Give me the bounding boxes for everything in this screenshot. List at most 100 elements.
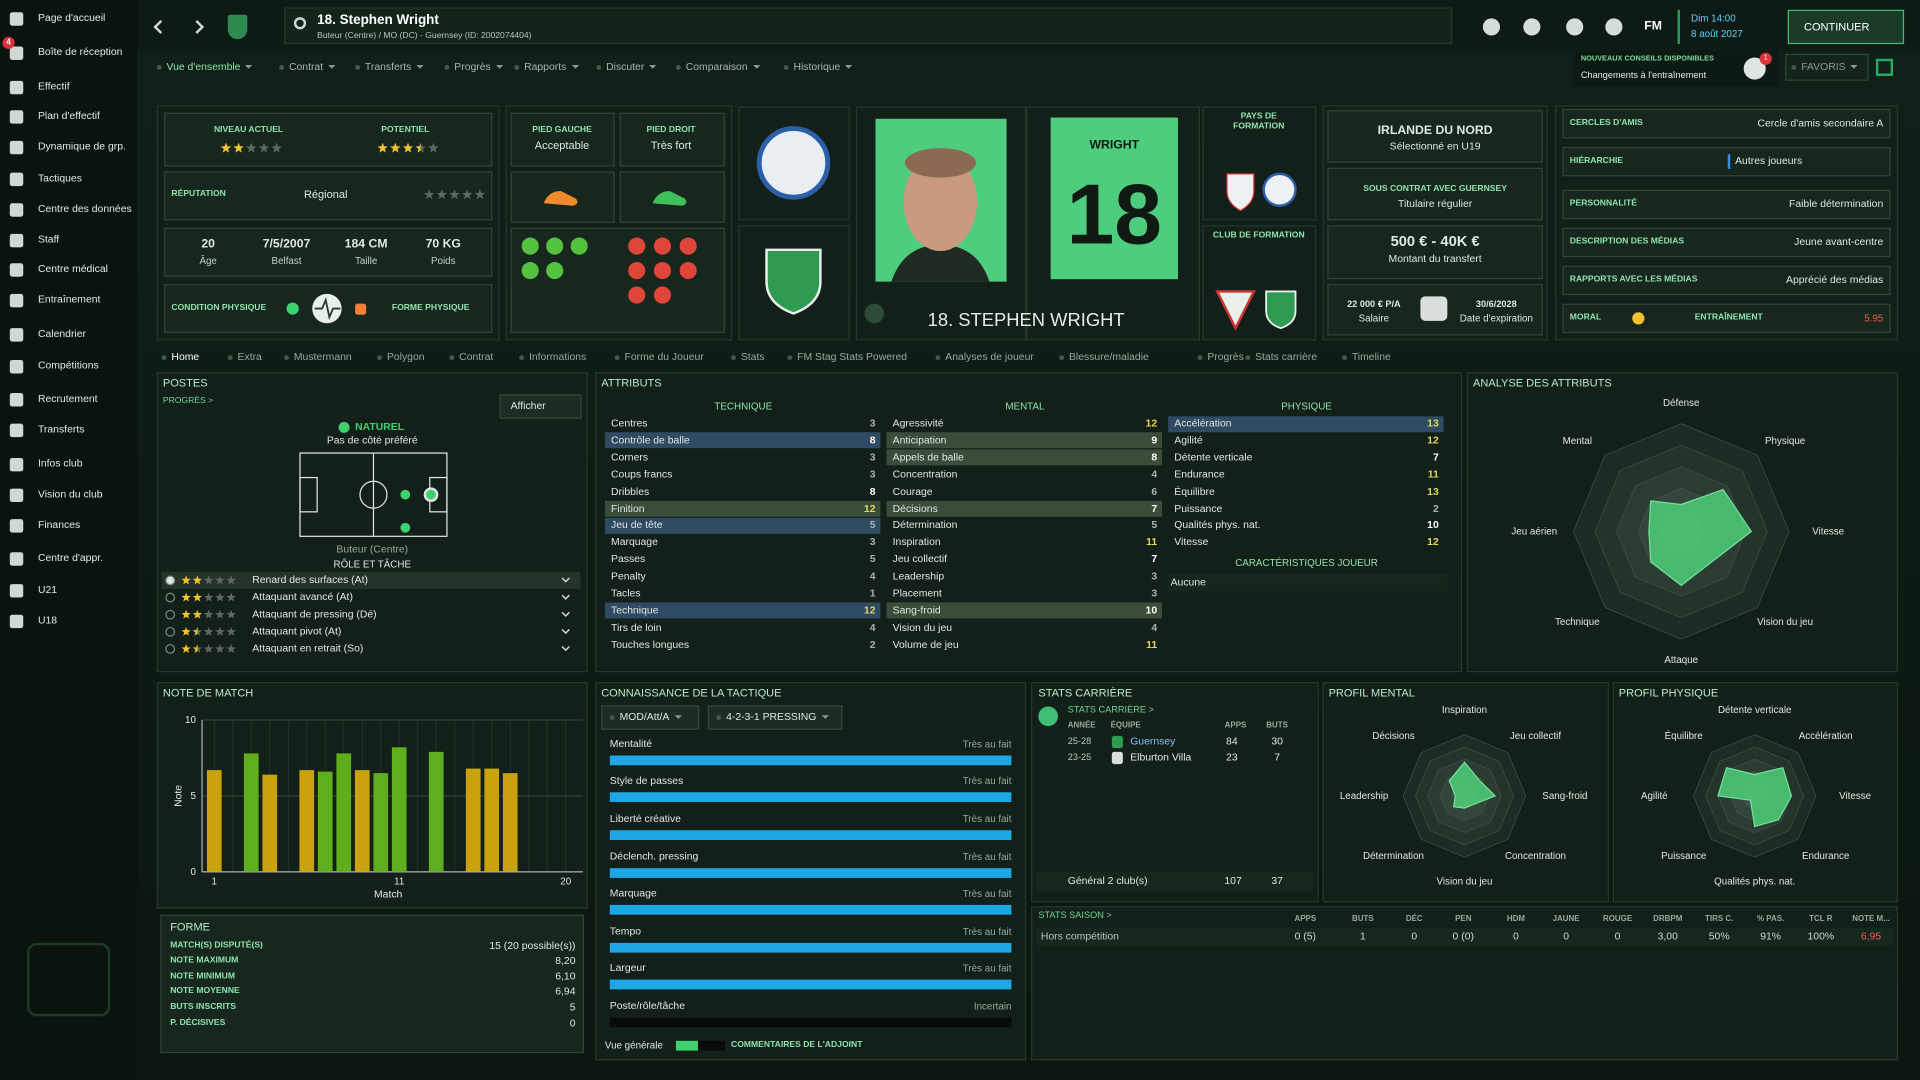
sidebar-item[interactable]: Page d'accueil (37, 11, 106, 24)
toolbar-icon[interactable] (1605, 18, 1623, 36)
tab[interactable]: Stats carrière (1245, 351, 1317, 364)
attribute-value: 10 (1427, 518, 1439, 531)
sidebar-item[interactable]: U18 (37, 613, 58, 626)
attribute-name: Technique (611, 603, 659, 616)
field-label: NIVEAU ACTUEL (213, 126, 284, 135)
field-label: Salaire (1358, 312, 1390, 324)
nav-menu-item[interactable]: Rapports (514, 60, 578, 73)
attribute-value: 8 (869, 484, 876, 497)
radar-shape (1717, 767, 1793, 828)
role-select-label[interactable]: MOD/Att/A (610, 711, 682, 724)
sidebar-item[interactable]: Compétitions (37, 358, 99, 372)
nav-menu-item[interactable]: Vue d'ensemble (157, 60, 253, 73)
show-button-label[interactable]: Afficher (510, 399, 546, 412)
tab[interactable]: Forme du Joueur (615, 351, 703, 364)
sidebar-item[interactable]: Calendrier (37, 327, 86, 340)
formation-select-label[interactable]: 4-2-3-1 PRESSING (716, 711, 828, 724)
column-header: NOTE M... (1852, 915, 1890, 924)
expiry-date: 30/6/2028 (1475, 298, 1517, 310)
toolbar-icon[interactable] (1482, 18, 1500, 36)
tab[interactable]: Extra (228, 351, 262, 364)
star (192, 592, 203, 602)
role-name[interactable]: Attaquant avancé (At) (252, 590, 353, 603)
continue-button[interactable] (1787, 9, 1905, 45)
search-icon (293, 17, 307, 30)
nav-menu-item[interactable]: Discuter (596, 60, 656, 73)
tab[interactable]: Polygon (377, 351, 425, 364)
tab[interactable]: Home (162, 351, 199, 364)
continue-label[interactable]: CONTINUER (1803, 20, 1870, 33)
sidebar-item[interactable]: Recrutement (37, 391, 98, 405)
sidebar-item[interactable]: Boîte de réception (37, 45, 123, 58)
career-link[interactable]: STATS CARRIÈRE > (1067, 703, 1154, 715)
attribute-name: Tirs de loin (611, 620, 662, 633)
role-name[interactable]: Attaquant en retrait (So) (252, 641, 364, 655)
favorites-label[interactable]: FAVORIS (1791, 60, 1857, 73)
tab[interactable]: Informations (519, 351, 586, 364)
role-name[interactable]: Attaquant de pressing (Dé) (252, 607, 377, 620)
tactic-item: Style de passes (609, 774, 684, 787)
role-name[interactable]: Renard des surfaces (At) (252, 573, 368, 586)
nav-menu-item[interactable]: Comparaison (676, 60, 760, 73)
sidebar-item[interactable]: Effectif (37, 79, 70, 92)
nav-menu-item[interactable]: Transferts (355, 60, 424, 73)
toolbar-icon[interactable] (1523, 18, 1541, 36)
tactic-item: Tempo (609, 924, 642, 937)
column-header: ANNÉE (1067, 721, 1096, 731)
role-radio (165, 644, 176, 654)
bar (465, 768, 481, 872)
tab[interactable]: Blessure/maladie (1059, 351, 1149, 364)
sidebar-item[interactable]: U21 (37, 583, 58, 596)
tab[interactable]: Progrès (1198, 351, 1243, 364)
sidebar-item[interactable]: Vision du club (37, 487, 103, 500)
progress-link[interactable]: PROGRÈS > (162, 396, 214, 406)
sidebar-item[interactable]: Finances (37, 518, 81, 531)
tab[interactable]: Mustermann (284, 351, 352, 364)
sidebar-item[interactable]: Infos club (37, 456, 83, 470)
tab[interactable]: FM Stag Stats Powered (787, 351, 907, 364)
tab[interactable]: Contrat (449, 351, 493, 364)
field-label: HIÉRARCHIE (1569, 156, 1624, 166)
sidebar-item[interactable]: Dynamique de grp. (37, 139, 126, 152)
tactic-bar (609, 792, 1012, 803)
attribute-name: Détermination (892, 518, 958, 531)
nav-menu-item[interactable]: Progrès (444, 60, 502, 73)
search-field[interactable] (284, 7, 1453, 45)
assistant-comments[interactable]: COMMENTAIRES DE L'ADJOINT (731, 1040, 863, 1050)
sidebar-item[interactable]: Transferts (37, 422, 85, 435)
tab[interactable]: Stats (731, 351, 765, 364)
field-label: SOUS CONTRAT AVEC GUERNSEY (1363, 184, 1507, 194)
sidebar-item[interactable]: Centre des données (37, 202, 132, 215)
x-tick-label: 1 (211, 876, 218, 888)
tab[interactable]: Timeline (1342, 351, 1391, 364)
nation-flag (1262, 172, 1297, 207)
fm-logo[interactable]: FM (1644, 19, 1662, 34)
sidebar-item[interactable]: Plan d'effectif (37, 109, 100, 122)
reputation-value: Régional (303, 188, 348, 201)
role-name[interactable]: Attaquant pivot (At) (252, 624, 342, 637)
attribute-highlight (886, 449, 1163, 466)
team-name[interactable]: Guernsey (1130, 734, 1176, 748)
toolbar-icon[interactable] (1566, 18, 1584, 36)
nav-menu-item[interactable]: Historique (784, 60, 853, 73)
sidebar-item[interactable]: Centre médical (37, 262, 108, 275)
show-button[interactable] (499, 394, 582, 419)
sidebar-item[interactable]: Tactiques (37, 171, 82, 184)
bar (502, 773, 518, 872)
season-value: 50% (1708, 929, 1730, 942)
attribute-name: Passes (611, 552, 646, 565)
season-link[interactable]: STATS SAISON > (1038, 909, 1112, 921)
sidebar-item[interactable]: Centre d'appr. (37, 551, 104, 564)
morale-icon (1632, 312, 1645, 325)
attribute-value: 6 (1151, 484, 1158, 497)
sidebar-item[interactable]: Entraînement (37, 292, 101, 306)
tactic-level: Très au fait (962, 888, 1012, 900)
tab[interactable]: Analyses de joueur (936, 351, 1034, 364)
display-icon[interactable] (1875, 58, 1894, 76)
nav-menu-item[interactable]: Contrat (279, 60, 335, 73)
sidebar-icon (9, 203, 24, 217)
sidebar-item[interactable]: Staff (37, 232, 60, 246)
tactic-level: Très au fait (962, 738, 1012, 750)
form-label: P. DÉCISIVES (170, 1018, 226, 1028)
news-badge-count: 1 (1763, 54, 1768, 62)
